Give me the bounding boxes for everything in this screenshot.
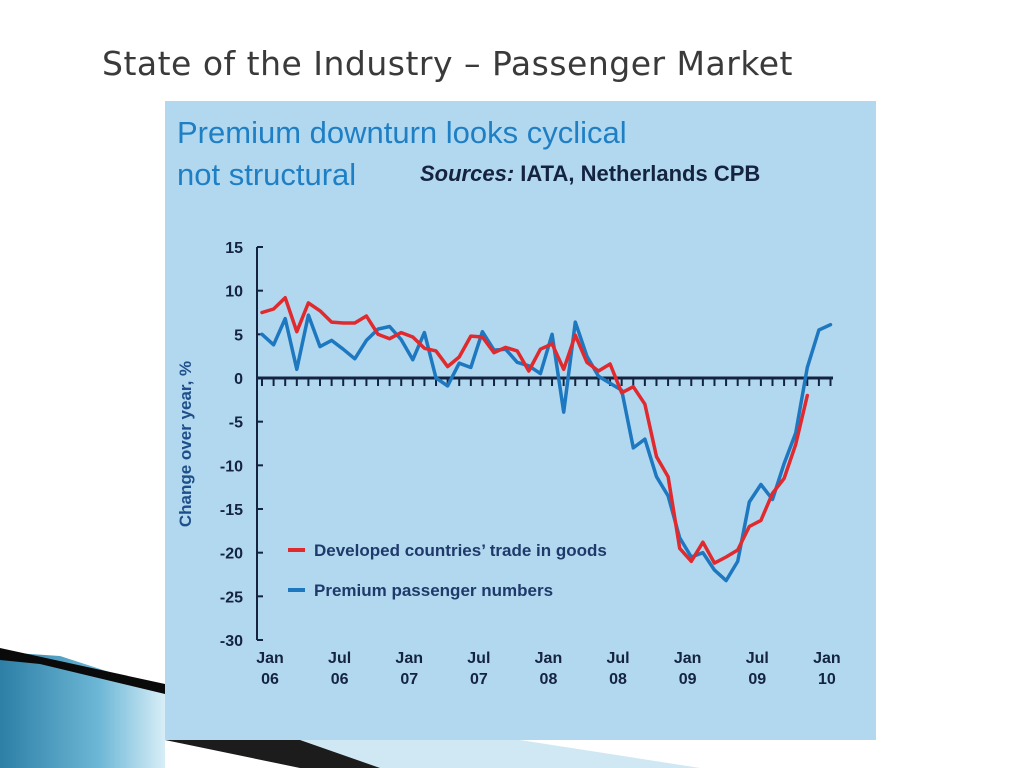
sources-label: Sources: xyxy=(420,161,515,186)
chart-title: Premium downturn looks cyclical not stru… xyxy=(177,112,627,196)
chart-sources: Sources: IATA, Netherlands CPB xyxy=(420,161,760,187)
x-tick-label-year: 06 xyxy=(261,671,279,688)
y-axis-title: Change over year, % xyxy=(176,361,195,527)
chart-subtitle: not structural xyxy=(177,157,357,192)
series-line-premium-passengers xyxy=(260,313,833,583)
y-tick-label: 15 xyxy=(225,240,243,257)
chart-panel xyxy=(165,101,876,740)
y-tick-label: 0 xyxy=(234,371,243,388)
legend-label: Developed countries’ trade in goods xyxy=(314,541,607,560)
y-tick-label: 5 xyxy=(234,327,243,344)
x-tick-label-year: 06 xyxy=(331,671,349,688)
y-tick-label: -10 xyxy=(220,458,243,475)
x-tick-label: Jan xyxy=(535,650,563,667)
x-tick-label-year: 08 xyxy=(609,671,627,688)
slide-title: State of the Industry – Passenger Market xyxy=(102,44,793,83)
chart-legend: Developed countries’ trade in goods Premi… xyxy=(288,541,607,600)
x-tick-label-year: 10 xyxy=(818,671,836,688)
x-tick-label: Jan xyxy=(674,650,702,667)
chart-title-line: Premium downturn looks cyclical xyxy=(177,115,627,150)
y-tick-label: -5 xyxy=(229,415,243,432)
x-tick-label-year: 07 xyxy=(400,671,418,688)
y-tick-label: -15 xyxy=(220,502,243,519)
y-tick-label: -30 xyxy=(220,633,243,650)
x-tick-label: Jul xyxy=(746,650,769,667)
x-tick-label-year: 07 xyxy=(470,671,488,688)
x-tick-label: Jul xyxy=(467,650,490,667)
sources-text: IATA, Netherlands CPB xyxy=(520,161,761,186)
x-tick-label: Jul xyxy=(328,650,351,667)
x-tick-label: Jan xyxy=(395,650,423,667)
y-tick-label: -20 xyxy=(220,546,243,563)
x-tick-label: Jan xyxy=(813,650,841,667)
x-tick-label: Jan xyxy=(256,650,284,667)
legend-label: Premium passenger numbers xyxy=(314,581,553,600)
x-tick-label: Jul xyxy=(606,650,629,667)
x-tick-label-year: 08 xyxy=(540,671,558,688)
x-tick-label-year: 09 xyxy=(748,671,766,688)
y-tick-label: -25 xyxy=(220,589,243,606)
series-line-trade-in-goods xyxy=(260,295,810,565)
y-tick-label: 10 xyxy=(225,284,243,301)
x-tick-label-year: 09 xyxy=(679,671,697,688)
